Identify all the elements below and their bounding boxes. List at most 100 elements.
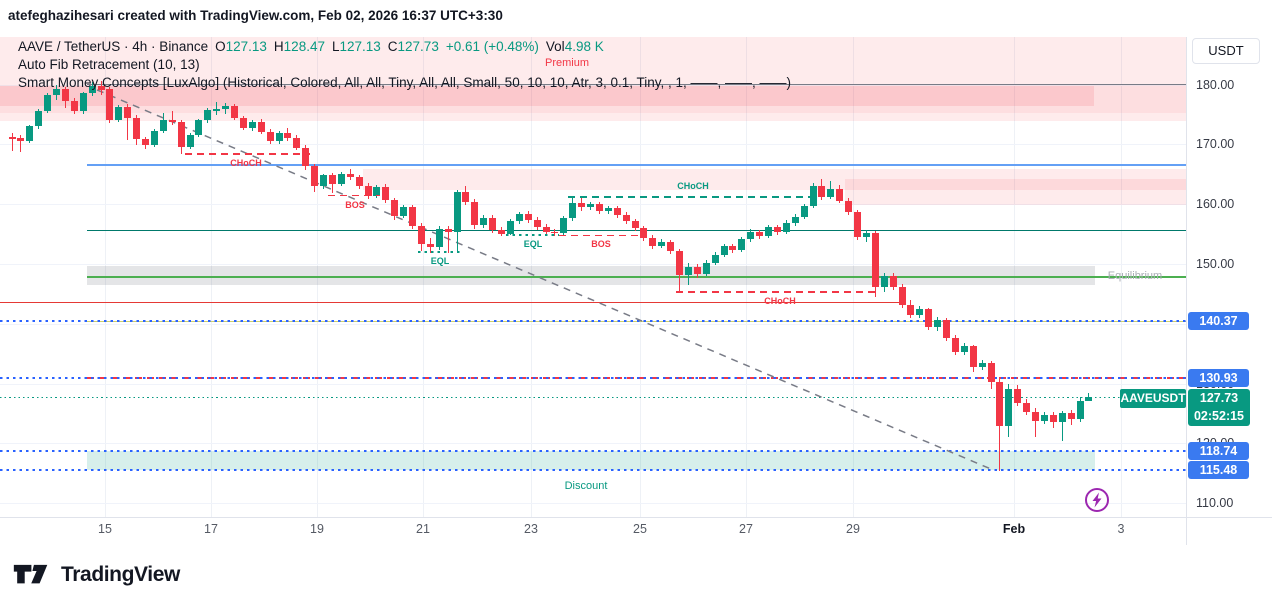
candle-up (88, 85, 96, 94)
time-tick[interactable]: 15 (98, 522, 112, 536)
candle-down (854, 212, 861, 237)
candle-up (1076, 400, 1084, 420)
candle-down (533, 219, 541, 227)
legend-indicator-smc[interactable]: Smart Money Concepts [LuxAlgo] (Historic… (18, 74, 791, 91)
candle-down (578, 202, 586, 208)
candle-wick (1088, 392, 1090, 401)
price-tick: 170.00 (1196, 137, 1235, 152)
smc-indicator-title[interactable]: Smart Money Concepts [LuxAlgo] (Historic… (18, 75, 792, 90)
smc-segment-bos (328, 194, 380, 197)
candle-down (925, 309, 933, 327)
candle-wick (171, 111, 173, 126)
candle-up (702, 262, 710, 275)
candle-up (560, 218, 568, 234)
candle-up (1040, 414, 1048, 422)
time-tick[interactable]: 25 (633, 522, 647, 536)
price-alert-tag: 130.93 (1188, 368, 1249, 387)
time-tick[interactable]: 3 (1117, 522, 1125, 536)
time-axis[interactable]: 15 17 19 21 23 25 27 29 Feb 3 (0, 517, 1272, 545)
candle-down (106, 88, 114, 120)
candle-up (26, 126, 34, 141)
legend-indicator-fib[interactable]: Auto Fib Retracement (10, 13) (18, 56, 200, 73)
candle-wick (1035, 408, 1036, 438)
alert-dotted-115 (0, 469, 1186, 472)
candle-down (551, 231, 559, 234)
candle-up (782, 222, 790, 232)
candle-up (53, 89, 60, 96)
bar-countdown: 02:52:15 (1193, 409, 1245, 423)
fib-high-line (87, 83, 1186, 85)
time-tick[interactable]: 23 (524, 522, 538, 536)
candle-up (204, 110, 212, 121)
candle-up (587, 204, 594, 208)
candle-down (444, 228, 452, 233)
time-tick[interactable]: 27 (739, 522, 753, 536)
candle-up (916, 309, 924, 315)
candle-up (978, 363, 986, 368)
candle-wick (1061, 411, 1063, 441)
tradingview-logo[interactable]: TradingView (13, 562, 180, 588)
time-tick[interactable]: 17 (204, 522, 218, 536)
chart-plot-area[interactable]: AAVE / TetherUS · 4h · Binance O127.13 H… (0, 37, 1186, 517)
candle-up (79, 93, 87, 112)
candle-up (1058, 413, 1066, 423)
candle-down (693, 266, 701, 275)
legend-symbol-title[interactable]: AAVE / TetherUS · 4h · Binance (18, 39, 209, 54)
time-tick[interactable]: 29 (846, 522, 860, 536)
candle-up (186, 134, 194, 147)
candle-down (462, 192, 470, 202)
grid-hline (0, 84, 1186, 86)
tradingview-logo-text: TradingView (61, 563, 180, 586)
price-tick: 150.00 (1196, 256, 1235, 271)
candle-up (934, 320, 942, 327)
candle-down (676, 250, 683, 276)
candle-down (622, 214, 630, 221)
candle-down (355, 177, 363, 186)
time-axis-separator (0, 517, 1272, 518)
candle-down (97, 85, 105, 90)
current-price-tag: 127.73 02:52:15 (1188, 389, 1250, 426)
boost-lightning-button[interactable] (1083, 486, 1111, 514)
discount-zone (87, 450, 1095, 471)
candle-down (631, 220, 639, 229)
candle-up (195, 120, 203, 135)
candle-down (640, 228, 648, 238)
candle-down (773, 227, 781, 232)
candle-down (898, 286, 906, 305)
candle-down (426, 243, 434, 248)
candle-down (871, 232, 879, 288)
candle-down (328, 175, 336, 184)
price-alert-tag: 140.37 (1188, 312, 1249, 331)
candle-up (480, 217, 488, 226)
time-tick[interactable]: 21 (416, 522, 430, 536)
currency-toggle-button[interactable]: USDT (1192, 38, 1260, 64)
candle-down (969, 346, 977, 368)
candle-up (222, 106, 230, 109)
candle-down (391, 199, 399, 217)
candle-down (257, 121, 265, 132)
legend-symbol-row[interactable]: AAVE / TetherUS · 4h · Binance O127.13 H… (18, 38, 604, 55)
smc-label-bos: BOS (591, 239, 611, 250)
candle-down (8, 137, 16, 139)
candle-down (124, 106, 132, 118)
candle-down (17, 138, 25, 141)
symbol-price-label: AAVEUSDT (1120, 389, 1186, 408)
price-axis[interactable]: USDT 180.00170.00160.00150.00130.00120.0… (1186, 37, 1272, 517)
time-tick[interactable]: 19 (310, 522, 324, 536)
candle-up (515, 214, 523, 222)
candle-down (177, 122, 185, 147)
candle-down (409, 207, 416, 226)
candle-down (346, 174, 354, 178)
fib-indicator-title[interactable]: Auto Fib Retracement (10, 13) (18, 57, 200, 72)
smc-segment-choch (185, 153, 310, 155)
candle-down (836, 189, 844, 201)
candle-up (248, 121, 256, 128)
alert-dotted-118 (0, 449, 1186, 452)
candle-up (747, 232, 755, 240)
ohlc-open: O127.13 (215, 39, 267, 54)
alert-dotted-140 (0, 320, 1186, 323)
candle-down (302, 147, 310, 167)
candle-up (765, 227, 772, 236)
candle-up (35, 110, 43, 127)
time-tick[interactable]: Feb (1002, 522, 1026, 536)
